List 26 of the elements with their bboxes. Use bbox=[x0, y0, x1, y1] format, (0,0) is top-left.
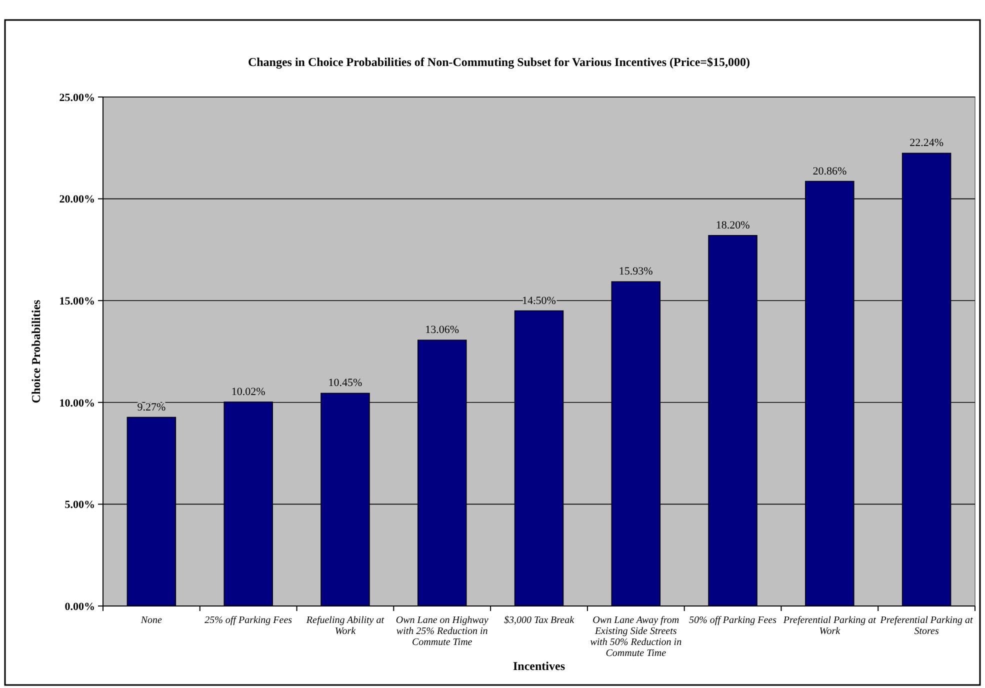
y-tick-label: 0.00% bbox=[64, 600, 95, 613]
y-tick-label: 10.00% bbox=[59, 397, 95, 410]
y-axis-title: Choice Probabilities bbox=[29, 299, 43, 404]
chart-title: Changes in Choice Probabilities of Non-Commuting Subset for Various Incentives (Price=$15,000) bbox=[248, 55, 750, 69]
data-label: 10.45% bbox=[328, 377, 362, 390]
x-tick-label: Own Lane Away from Existing Side Streets with 50% Reduction in Commute Time bbox=[590, 615, 682, 659]
x-tick-label: Preferential Parking at Work bbox=[782, 615, 876, 637]
data-label: 13.06% bbox=[425, 324, 460, 336]
data-label: 15.93% bbox=[618, 266, 653, 278]
x-axis-title: Incentives bbox=[513, 659, 566, 673]
x-tick-label: None bbox=[140, 615, 163, 626]
x-tick-label: $3,000 Tax Break bbox=[504, 615, 575, 626]
data-label: 22.24% bbox=[910, 137, 944, 150]
x-tick-label: Preferential Parking at Stores bbox=[879, 615, 974, 637]
x-tick-label: 25% off Parking Fees bbox=[204, 615, 292, 626]
data-label: 10.02% bbox=[231, 386, 266, 398]
y-tick-label: 20.00% bbox=[59, 194, 95, 206]
data-label: 20.86% bbox=[812, 165, 847, 178]
x-tick-label: 50% off Parking Fees bbox=[689, 615, 777, 626]
y-tick-label: 15.00% bbox=[59, 295, 95, 308]
y-tick-label: 5.00% bbox=[64, 499, 95, 512]
x-tick-label: Own Lane on Highway with 25% Reduction in Commute Time bbox=[396, 615, 489, 648]
x-tick-label: Refueling Ability at Work bbox=[305, 615, 384, 637]
data-label: 18.20% bbox=[716, 219, 750, 232]
data-label: 9.27% bbox=[137, 401, 166, 414]
y-tick-label: 25.00% bbox=[59, 92, 95, 104]
